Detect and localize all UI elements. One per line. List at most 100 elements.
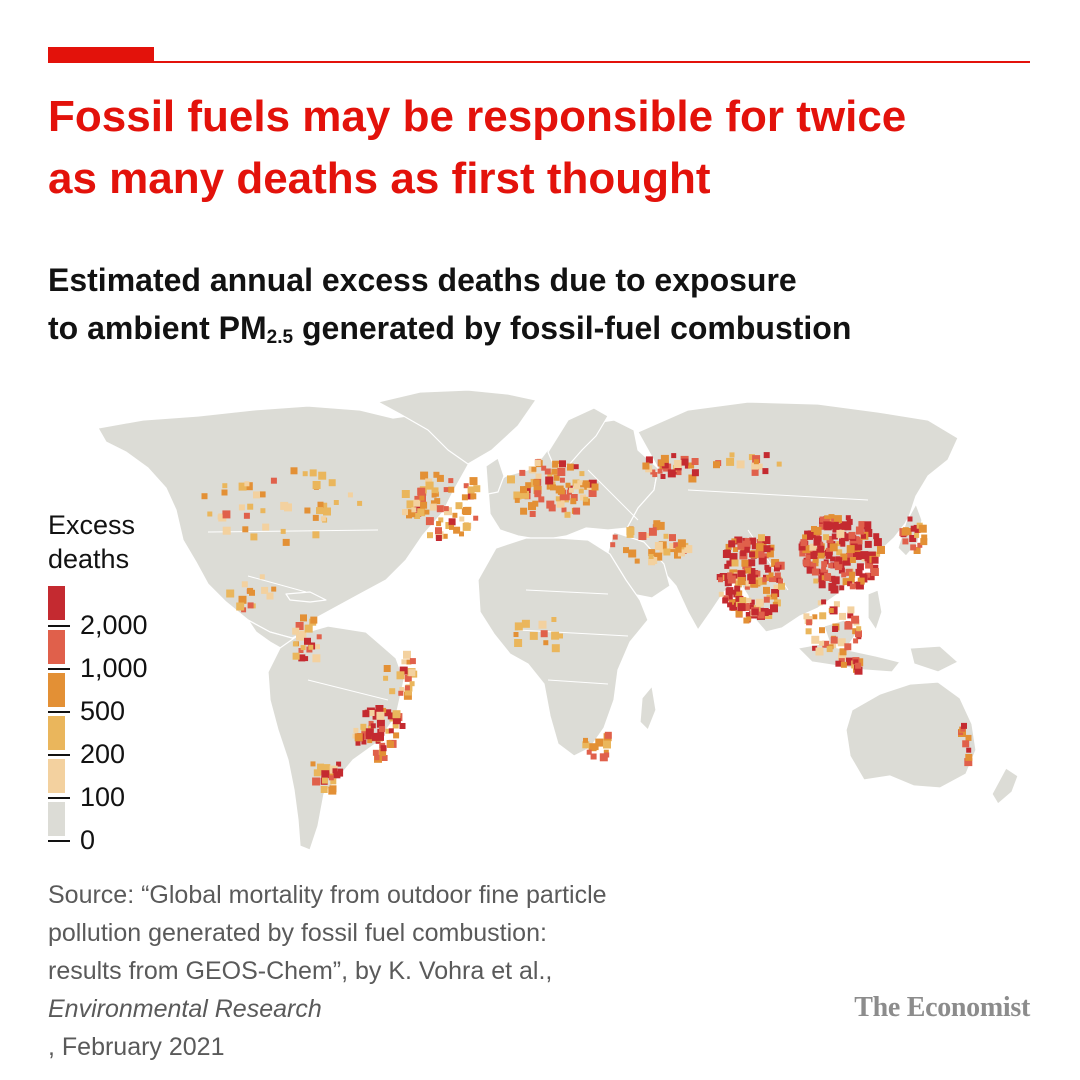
hotspot-cell <box>559 460 566 468</box>
hotspot-cell <box>727 575 736 584</box>
hotspot-cell <box>222 483 228 489</box>
hotspot-cell <box>322 502 328 508</box>
hotspot-cell <box>253 491 260 499</box>
hotspot-cell <box>538 496 545 503</box>
hotspot-cell <box>756 549 765 558</box>
hotspot-cell <box>393 732 400 739</box>
hotspot-cell <box>328 786 337 795</box>
hotspot-cell <box>463 483 469 489</box>
hotspot-cell <box>444 507 452 516</box>
hotspot-india <box>716 534 785 624</box>
hotspot-cell <box>847 612 854 619</box>
hotspot-cell <box>845 515 851 521</box>
hotspot-cell <box>424 509 430 515</box>
hotspot-europe <box>507 458 599 518</box>
hotspot-cell <box>520 507 528 515</box>
hotspot-cell <box>754 570 761 577</box>
hotspot-cell <box>663 548 671 556</box>
hotspot-cell <box>638 532 647 540</box>
hotspot-cell <box>520 486 527 494</box>
hotspot-cell <box>404 685 410 691</box>
land-masses <box>97 389 1019 851</box>
hotspot-cell <box>917 542 923 548</box>
hotspot-cell <box>842 557 851 566</box>
hotspot-cell <box>910 544 917 551</box>
hotspot-cell <box>755 543 764 552</box>
hotspot-cell <box>648 554 654 559</box>
hotspot-cell <box>830 556 836 562</box>
hotspot-cell <box>845 568 853 576</box>
headline-line-2: as many deaths as first thought <box>48 154 711 203</box>
hotspot-cell <box>813 526 822 535</box>
hotspot-cell <box>713 461 720 469</box>
hotspot-cell <box>677 549 685 557</box>
hotspot-cell <box>753 459 759 465</box>
hotspot-cell <box>330 778 337 785</box>
hotspot-cell <box>846 545 855 554</box>
hotspot-cell <box>776 461 782 467</box>
hotspot-cell <box>724 563 730 569</box>
hotspot-cell <box>303 656 309 662</box>
hotspot-cell <box>819 627 825 634</box>
hotspot-cell <box>435 535 442 541</box>
hotspot-cell <box>726 587 734 595</box>
hotspot-cell <box>312 654 321 663</box>
subtitle-line-1: Estimated annual excess deaths due to ex… <box>48 262 797 298</box>
hotspot-cell <box>749 551 756 558</box>
hotspot-cell <box>381 755 388 761</box>
hotspot-cell <box>676 470 682 476</box>
hotspot-cell <box>540 630 548 638</box>
hotspot-cell <box>737 603 746 612</box>
hotspot-cell <box>838 658 845 665</box>
hotspot-cell <box>741 603 750 611</box>
hotspot-cell <box>961 722 967 729</box>
hotspot-cell <box>238 504 245 511</box>
hotspot-cell <box>365 733 372 740</box>
hotspot-cell <box>867 573 875 580</box>
source-date: , February 2021 <box>48 1033 225 1061</box>
hotspot-cell <box>582 498 590 506</box>
hotspot-cell <box>681 458 689 466</box>
hotspot-cell <box>642 462 650 470</box>
hotspot-cell <box>819 516 826 523</box>
hotspot-cell <box>856 626 862 632</box>
hotspot-cell <box>828 514 835 521</box>
hotspot-cell <box>383 675 389 681</box>
hotspot-cell <box>748 568 756 575</box>
hotspot-cell <box>805 554 811 560</box>
hotspot-cell <box>802 534 809 541</box>
source-line-4: Environmental Research , February 2021 <box>48 990 768 1066</box>
hotspot-cell <box>821 599 827 605</box>
hotspot-cell <box>328 479 336 487</box>
hotspot-cell <box>818 581 826 589</box>
hotspot-cell <box>757 611 765 619</box>
hotspot-cell <box>837 638 846 647</box>
hotspot-cell <box>577 480 583 486</box>
philippines-land <box>867 589 883 631</box>
hotspot-cell <box>445 522 453 529</box>
hotspot-cell <box>731 559 739 567</box>
legend-swatch-500 <box>48 673 65 707</box>
hotspot-cell <box>385 728 391 734</box>
hotspot-cell <box>821 561 828 568</box>
hotspot-cell <box>835 660 842 667</box>
hotspot-cell <box>434 498 441 505</box>
hotspot-cell <box>902 538 909 545</box>
hotspot-cell <box>799 550 806 557</box>
hotspot-cell <box>831 576 840 585</box>
hotspot-cell <box>320 516 326 522</box>
hotspot-cell <box>431 488 437 494</box>
hotspot-cell <box>586 749 592 755</box>
hotspot-eastern-usa <box>401 471 481 541</box>
hotspot-cell <box>453 526 461 534</box>
hotspot-cell <box>828 563 834 569</box>
hotspot-cell <box>623 547 629 554</box>
hotspot-cell <box>806 566 814 574</box>
hotspot-cell <box>295 622 304 630</box>
hotspot-cell <box>572 479 580 487</box>
hotspot-cell <box>531 466 537 472</box>
hotspot-cell <box>688 462 695 469</box>
hotspot-cell <box>555 496 561 502</box>
hotspot-cell <box>401 659 407 665</box>
hotspot-cell <box>962 740 970 748</box>
